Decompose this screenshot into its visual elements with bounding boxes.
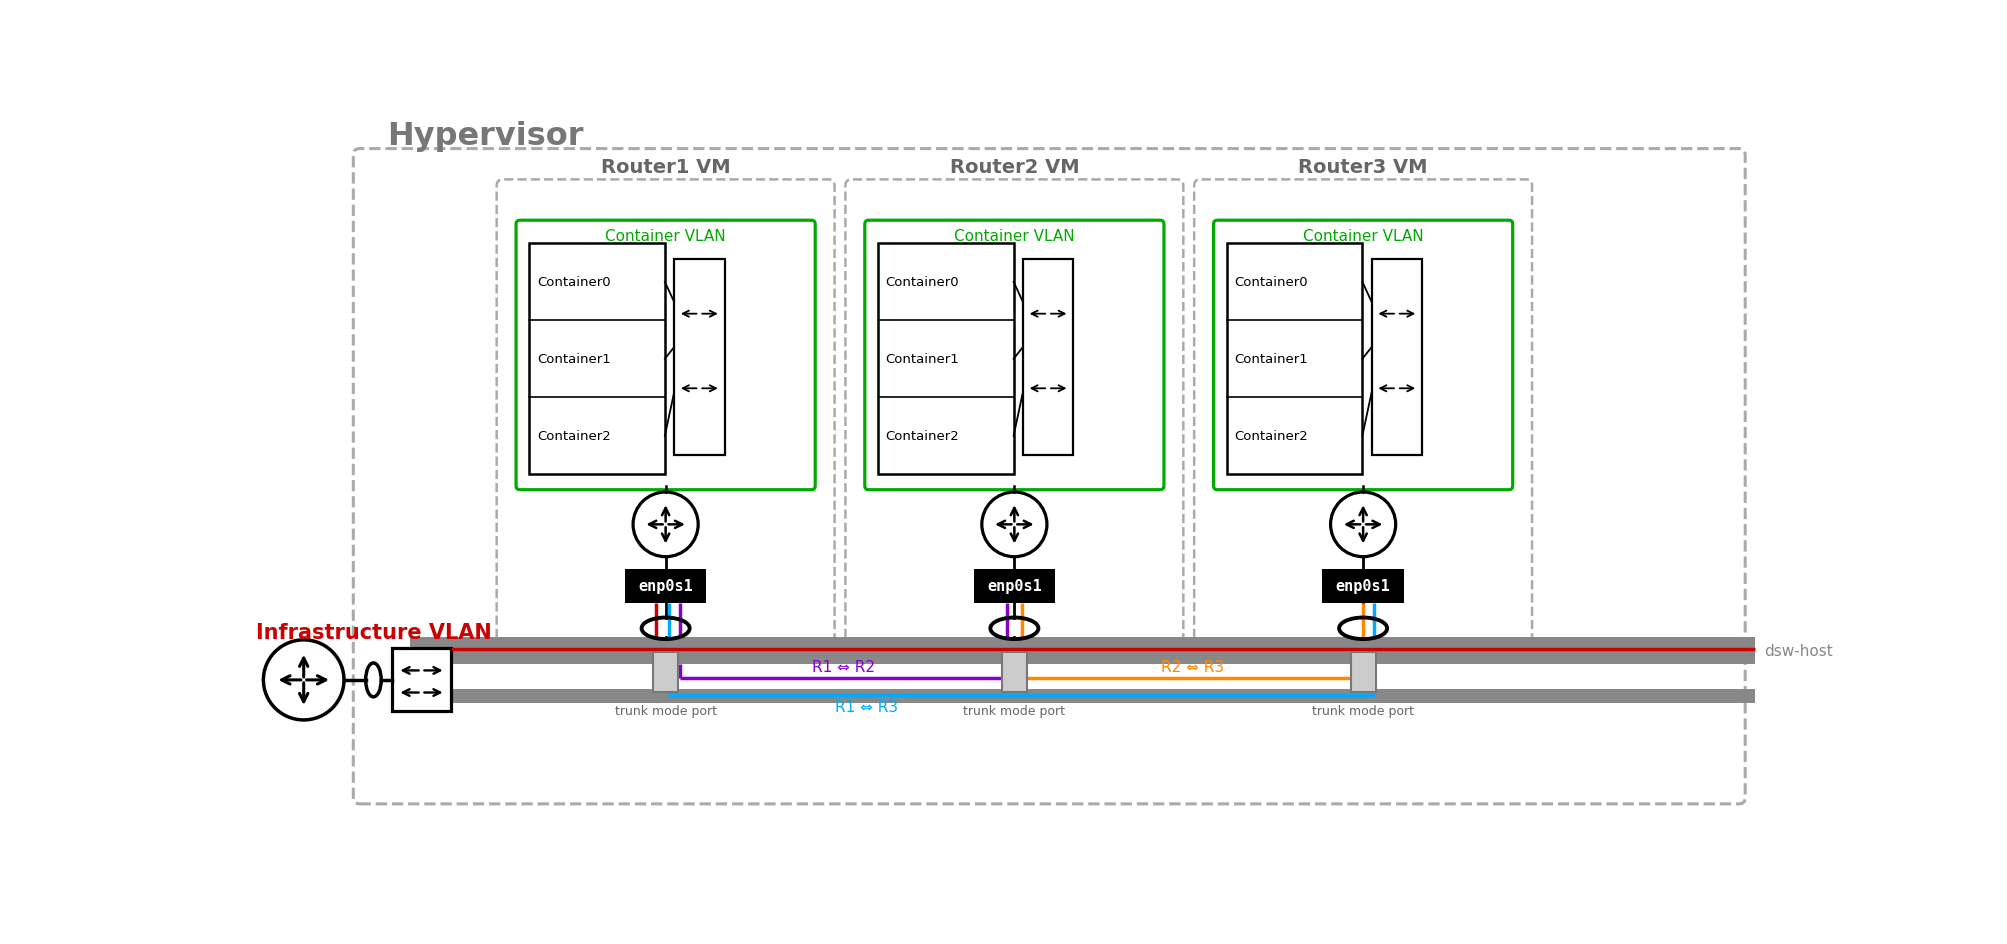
FancyBboxPatch shape	[1371, 260, 1421, 456]
Text: R1 ⇔ R3: R1 ⇔ R3	[835, 700, 897, 715]
Text: Container1: Container1	[1234, 353, 1309, 366]
Text: Hypervisor: Hypervisor	[387, 121, 582, 152]
FancyBboxPatch shape	[652, 652, 678, 693]
Text: dsw-host: dsw-host	[1762, 644, 1832, 658]
Text: Container2: Container2	[885, 430, 959, 443]
FancyBboxPatch shape	[877, 244, 1014, 475]
Text: Container2: Container2	[1234, 430, 1309, 443]
FancyBboxPatch shape	[1351, 652, 1375, 693]
Text: R1 ⇔ R2: R1 ⇔ R2	[811, 659, 875, 674]
FancyBboxPatch shape	[1323, 569, 1403, 603]
FancyBboxPatch shape	[674, 260, 725, 456]
FancyBboxPatch shape	[530, 244, 664, 475]
Text: Container1: Container1	[885, 353, 959, 366]
Text: enp0s1: enp0s1	[638, 579, 692, 594]
Text: Infrastructure VLAN: Infrastructure VLAN	[255, 622, 492, 643]
FancyBboxPatch shape	[409, 637, 1754, 665]
Text: enp0s1: enp0s1	[987, 579, 1042, 594]
Text: Container VLAN: Container VLAN	[953, 228, 1074, 244]
FancyBboxPatch shape	[1226, 244, 1361, 475]
Text: R2 ⇔ R3: R2 ⇔ R3	[1160, 659, 1224, 674]
FancyBboxPatch shape	[409, 689, 1754, 703]
Text: Router3 VM: Router3 VM	[1299, 159, 1427, 177]
FancyBboxPatch shape	[1001, 652, 1026, 693]
FancyBboxPatch shape	[624, 569, 706, 603]
Text: Container1: Container1	[536, 353, 610, 366]
FancyBboxPatch shape	[1022, 260, 1072, 456]
Text: Router1 VM: Router1 VM	[600, 159, 731, 177]
FancyBboxPatch shape	[391, 649, 452, 712]
Text: Container VLAN: Container VLAN	[1303, 228, 1423, 244]
Text: Router2 VM: Router2 VM	[949, 159, 1078, 177]
Text: Container0: Container0	[1234, 276, 1307, 289]
Text: enp0s1: enp0s1	[1335, 579, 1389, 594]
Text: trunk mode port: trunk mode port	[614, 704, 716, 717]
FancyBboxPatch shape	[973, 569, 1054, 603]
Text: trunk mode port: trunk mode port	[963, 704, 1066, 717]
Text: Container VLAN: Container VLAN	[604, 228, 727, 244]
Text: Container0: Container0	[885, 276, 959, 289]
Text: Container2: Container2	[536, 430, 610, 443]
Text: Container0: Container0	[536, 276, 610, 289]
Text: trunk mode port: trunk mode port	[1311, 704, 1413, 717]
